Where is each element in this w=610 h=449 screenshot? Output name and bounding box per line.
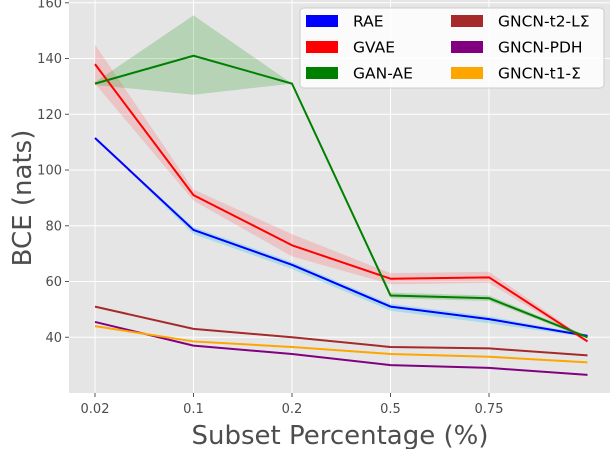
y-tick-label: 100 <box>37 164 62 179</box>
series-lines <box>94 54 589 376</box>
x-axis-ticks: 0.02 0.1 0.2 0.5 0.75 <box>81 393 504 417</box>
legend-swatch <box>451 67 483 79</box>
x-axis-title: Subset Percentage (%) <box>191 421 488 449</box>
x-tick-label: 0.5 <box>380 402 401 417</box>
legend-label: RAE <box>353 12 384 30</box>
y-tick-label: 160 <box>37 0 62 11</box>
legend-swatch <box>306 67 338 79</box>
line-gvae <box>94 63 589 343</box>
x-tick-label: 0.02 <box>81 402 110 417</box>
legend-swatch <box>306 15 338 27</box>
line-gncn-t1- <box>94 325 588 364</box>
x-tick-label: 0.1 <box>183 402 204 417</box>
line-gncn-t2-l- <box>94 305 588 357</box>
legend-swatch <box>451 15 483 27</box>
line-gncn-pdh <box>94 320 588 376</box>
legend-label: GNCN-PDH <box>498 38 583 56</box>
y-axis-ticks: 40 60 80 100 120 140 160 <box>37 0 69 346</box>
legend: RAE GVAE GAN-AE GNCN-t2-LΣ GNCN-PDH GNCN-t1-Σ <box>299 7 605 89</box>
y-tick-label: 80 <box>45 219 62 234</box>
legend-label: GAN-AE <box>353 64 413 82</box>
legend-label: GNCN-t1-Σ <box>498 64 581 82</box>
legend-swatch <box>451 41 483 53</box>
legend-label: GNCN-t2-LΣ <box>498 12 590 30</box>
legend-label: GVAE <box>353 38 395 56</box>
line-rae <box>94 137 588 337</box>
x-tick-label: 0.2 <box>282 402 303 417</box>
x-tick-label: 0.75 <box>475 402 504 417</box>
legend-swatch <box>306 41 338 53</box>
y-tick-label: 140 <box>37 52 62 67</box>
y-tick-label: 120 <box>37 108 62 123</box>
y-tick-label: 40 <box>45 331 62 346</box>
line-gan-ae <box>94 54 588 339</box>
y-axis-title: BCE (nats) <box>8 130 38 267</box>
y-tick-label: 60 <box>45 275 62 290</box>
